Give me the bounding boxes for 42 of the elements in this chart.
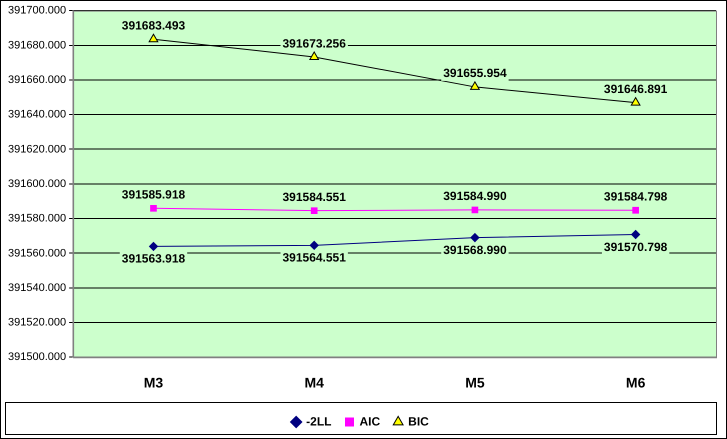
y-tick-label: 391620.000 [8, 143, 66, 156]
data-label: 391570.798 [604, 240, 668, 254]
legend-label: AIC [360, 414, 380, 428]
data-label: 391585.918 [122, 188, 186, 202]
y-tick-label: 391600.000 [8, 178, 66, 190]
y-tick-label: 391640.000 [8, 108, 66, 121]
legend-label: -2LL [306, 414, 332, 428]
y-tick-label: 391580.000 [8, 212, 66, 225]
y-tick-label: 391500.000 [8, 351, 66, 364]
data-label: 391584.798 [604, 190, 668, 204]
y-tick-label: 391700.000 [8, 4, 66, 17]
y-tick-label: 391660.000 [8, 74, 66, 86]
point [148, 34, 158, 42]
point [470, 81, 480, 90]
point [148, 242, 158, 251]
data-label: 391683.493 [122, 18, 186, 33]
x-tick-label: M4 [304, 374, 324, 390]
y-tick-label: 391540.000 [8, 282, 66, 294]
x-tick-label: M6 [626, 374, 646, 390]
point [310, 207, 318, 214]
x-tick-label: M3 [144, 374, 164, 390]
point [310, 240, 319, 250]
y-tick-label: 391520.000 [8, 316, 66, 329]
point [631, 230, 640, 240]
data-label: 391646.891 [604, 82, 668, 96]
data-label: 391568.990 [443, 242, 507, 257]
point [150, 204, 157, 212]
data-label: 391655.954 [443, 66, 507, 80]
data-label: 391673.256 [282, 36, 346, 50]
data-label: 391584.990 [443, 189, 507, 204]
y-tick-label: 391560.000 [8, 247, 66, 260]
data-label: 391563.918 [122, 252, 186, 266]
y-tick-label: 391680.000 [8, 39, 66, 52]
point [309, 51, 320, 60]
point [472, 206, 478, 214]
data-label: 391584.551 [282, 190, 346, 204]
point [630, 97, 640, 106]
data-label: 391564.551 [282, 250, 346, 265]
point [632, 206, 639, 214]
legend-label: BIC [408, 414, 430, 428]
x-tick-label: M5 [465, 374, 485, 390]
point [470, 233, 480, 242]
